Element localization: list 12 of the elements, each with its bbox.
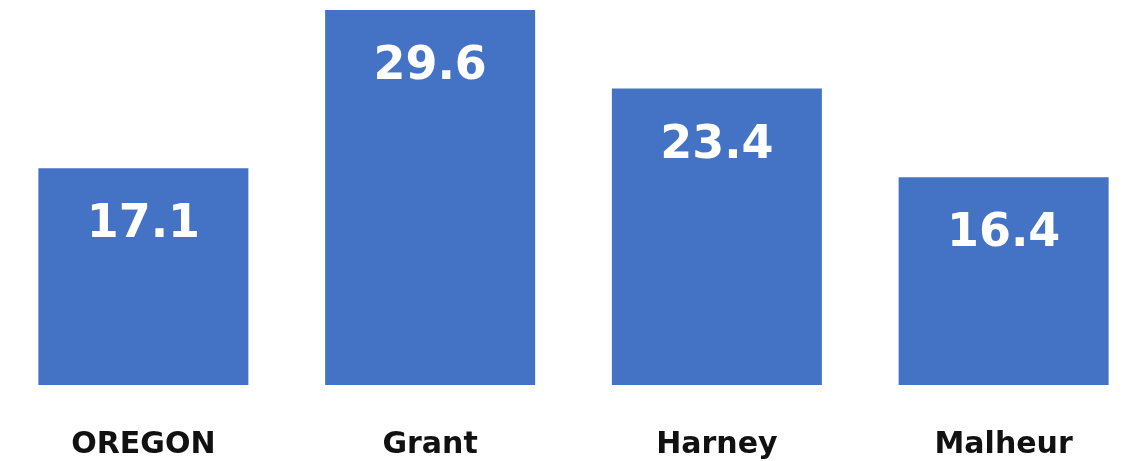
bar [325, 10, 536, 385]
bar [38, 168, 249, 385]
x-tick-label: Harney [656, 424, 779, 460]
bar [898, 177, 1109, 385]
data-label: 16.4 [946, 203, 1061, 258]
x-tick-label: OREGON [71, 424, 216, 460]
data-label: 17.1 [86, 194, 201, 249]
data-label: 23.4 [660, 114, 774, 169]
data-label: 29.6 [373, 36, 487, 90]
bar [611, 88, 822, 385]
x-tick-label: Grant [382, 424, 478, 460]
x-tick-label: Malheur [934, 424, 1073, 460]
